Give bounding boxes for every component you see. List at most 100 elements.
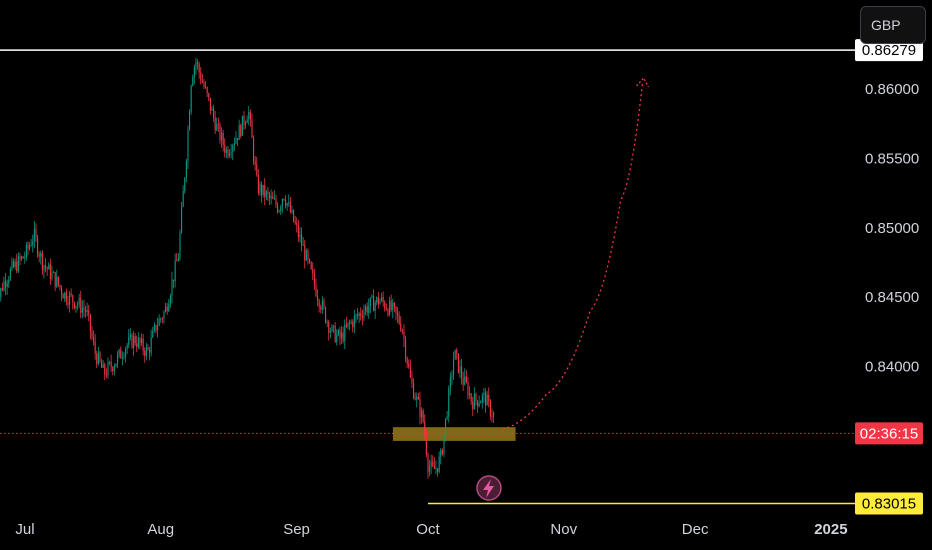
candle-body xyxy=(113,366,115,372)
candle-body xyxy=(473,393,475,410)
flash-icon-group[interactable] xyxy=(476,475,502,501)
candle-body xyxy=(288,202,290,204)
candle-body xyxy=(350,321,352,324)
candle-body xyxy=(485,392,487,406)
candle-body xyxy=(189,111,191,130)
currency-button[interactable]: GBP xyxy=(860,6,926,44)
candle-body xyxy=(17,256,19,272)
candle-body xyxy=(37,237,39,255)
candle-body xyxy=(182,191,184,207)
candle-body xyxy=(353,316,355,328)
candle-body xyxy=(235,138,237,144)
candle-body xyxy=(184,178,186,192)
candle-body xyxy=(21,256,23,260)
candle-body xyxy=(229,153,231,156)
candle-body xyxy=(102,364,104,368)
candle-body xyxy=(158,318,160,326)
candle-body xyxy=(88,310,90,315)
candle-body xyxy=(72,295,74,303)
candle-body xyxy=(430,461,432,467)
candle-body xyxy=(310,261,312,270)
candle-body xyxy=(240,125,242,136)
candle-body xyxy=(317,295,319,301)
candle-body xyxy=(117,354,119,364)
candle-body xyxy=(144,350,146,356)
candle-body xyxy=(14,261,16,267)
candle-body xyxy=(256,164,258,175)
candle-body xyxy=(40,252,42,257)
candle-body xyxy=(488,394,490,402)
candle-body xyxy=(249,111,251,120)
candle-body xyxy=(214,117,216,131)
candle-body xyxy=(141,338,143,344)
y-tick-label: 0.85500 xyxy=(865,150,919,167)
x-axis[interactable]: Jul Aug Sep Oct Nov Dec 2025 xyxy=(15,521,847,538)
candle-body xyxy=(201,80,203,83)
candle-body xyxy=(70,293,72,296)
candle-body xyxy=(67,302,69,305)
x-tick-label: Dec xyxy=(682,521,709,538)
candle-body xyxy=(483,392,485,396)
candle-body xyxy=(120,349,122,359)
candle-body xyxy=(401,330,403,332)
candles xyxy=(0,57,495,479)
candle-body xyxy=(435,468,437,469)
candle-body xyxy=(25,244,27,258)
candle-body xyxy=(486,394,488,406)
y-axis[interactable]: 0.84000 0.84500 0.85000 0.85500 0.86000 xyxy=(865,81,919,376)
candle-body xyxy=(470,393,472,402)
candle-body xyxy=(86,310,88,312)
candle-body xyxy=(315,284,317,296)
flash-icon[interactable] xyxy=(483,479,494,498)
horizontal-lines xyxy=(0,49,855,505)
candle-body xyxy=(163,311,165,319)
candle-body xyxy=(449,376,451,389)
x-tick-label: Nov xyxy=(550,521,577,538)
candle-body xyxy=(377,297,379,305)
candle-body xyxy=(342,332,344,342)
candle-body xyxy=(225,149,227,153)
candle-body xyxy=(417,396,419,400)
candle-body xyxy=(64,292,66,299)
candle-body xyxy=(53,272,55,273)
candle-body xyxy=(115,363,117,367)
candle-body xyxy=(413,383,415,399)
candle-body xyxy=(294,221,296,224)
candle-body xyxy=(331,325,333,332)
candle-body xyxy=(32,240,34,246)
x-tick-label: 2025 xyxy=(814,521,847,538)
candle-body xyxy=(318,300,320,308)
candle-body xyxy=(398,315,400,324)
candle-body xyxy=(416,396,418,400)
candle-body xyxy=(197,62,199,64)
candle-body xyxy=(248,111,250,120)
candle-body xyxy=(222,132,224,145)
candle-body xyxy=(181,206,183,233)
candle-body xyxy=(227,149,229,156)
candle-body xyxy=(19,256,21,260)
candle-body xyxy=(374,302,376,312)
y-tick-label: 0.86000 xyxy=(865,81,919,98)
candle-body xyxy=(267,191,269,195)
candle-body xyxy=(363,311,365,318)
candle-body xyxy=(160,318,162,320)
candle-body xyxy=(339,330,341,339)
candle-body xyxy=(259,184,261,193)
candle-body xyxy=(230,152,232,154)
candle-body xyxy=(481,395,483,402)
candle-body xyxy=(446,416,448,419)
candle-body xyxy=(405,339,407,358)
candle-body xyxy=(393,302,395,307)
candle-body xyxy=(16,261,18,272)
candle-body xyxy=(192,77,194,86)
candle-body xyxy=(326,321,328,323)
candle-body xyxy=(174,260,176,282)
candle-body xyxy=(355,314,357,317)
candle-body xyxy=(297,225,299,237)
candle-body xyxy=(118,349,120,355)
candle-body xyxy=(24,257,26,259)
candle-body xyxy=(421,410,423,418)
candle-body xyxy=(291,209,293,213)
x-tick-label: Aug xyxy=(147,521,174,538)
